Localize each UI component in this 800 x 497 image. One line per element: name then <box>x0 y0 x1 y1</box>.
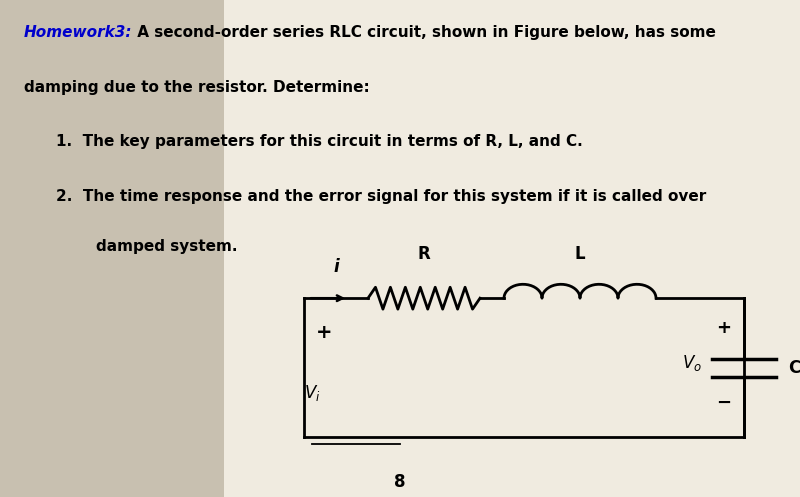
Text: C: C <box>788 359 800 377</box>
Bar <box>224 0 800 497</box>
Text: −: − <box>717 394 731 412</box>
Text: damping due to the resistor. Determine:: damping due to the resistor. Determine: <box>24 80 370 94</box>
Text: 1.  The key parameters for this circuit in terms of R, L, and C.: 1. The key parameters for this circuit i… <box>56 134 582 149</box>
Text: A second-order series RLC circuit, shown in Figure below, has some: A second-order series RLC circuit, shown… <box>132 25 716 40</box>
Text: i: i <box>333 258 339 276</box>
Text: damped system.: damped system. <box>96 239 238 253</box>
Text: +: + <box>316 324 332 342</box>
Text: $V_o$: $V_o$ <box>682 353 702 373</box>
Text: Homework3:: Homework3: <box>24 25 133 40</box>
Text: $V_i$: $V_i$ <box>304 383 320 403</box>
Text: R: R <box>418 246 430 263</box>
Text: 8: 8 <box>394 473 406 491</box>
Text: L: L <box>574 246 586 263</box>
Text: +: + <box>717 319 731 337</box>
Text: 2.  The time response and the error signal for this system if it is called over: 2. The time response and the error signa… <box>56 189 706 204</box>
